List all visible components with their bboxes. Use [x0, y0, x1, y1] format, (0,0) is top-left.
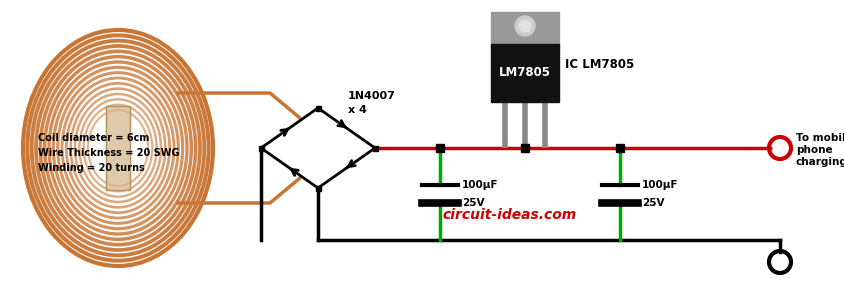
Bar [372, 145, 377, 150]
Circle shape [515, 16, 535, 36]
Text: phone: phone [796, 145, 833, 155]
Bar [316, 185, 321, 190]
Text: Wire Thickness = 20 SWG: Wire Thickness = 20 SWG [38, 148, 180, 158]
Bar [521, 144, 529, 152]
Text: Coil diameter = 6cm: Coil diameter = 6cm [38, 133, 149, 143]
Text: 25V: 25V [642, 198, 664, 208]
Bar [258, 145, 263, 150]
Text: LM7805: LM7805 [499, 67, 551, 79]
Text: 25V: 25V [462, 198, 484, 208]
Text: circuit-ideas.com: circuit-ideas.com [443, 208, 577, 222]
Text: To mobile: To mobile [796, 133, 844, 143]
Circle shape [773, 141, 787, 155]
Text: Winding = 20 turns: Winding = 20 turns [38, 163, 145, 173]
Text: 1N4007: 1N4007 [348, 91, 396, 101]
Bar [106, 106, 130, 190]
Bar [491, 12, 559, 47]
Bar [616, 144, 624, 152]
Text: 100μF: 100μF [462, 180, 499, 190]
Text: 100μF: 100μF [642, 180, 679, 190]
Text: charging: charging [796, 157, 844, 167]
Circle shape [519, 20, 531, 32]
Bar [436, 144, 444, 152]
Bar [316, 105, 321, 110]
Bar [491, 44, 559, 102]
Bar [106, 106, 130, 190]
Text: x 4: x 4 [348, 105, 367, 115]
Text: IC LM7805: IC LM7805 [565, 58, 634, 70]
